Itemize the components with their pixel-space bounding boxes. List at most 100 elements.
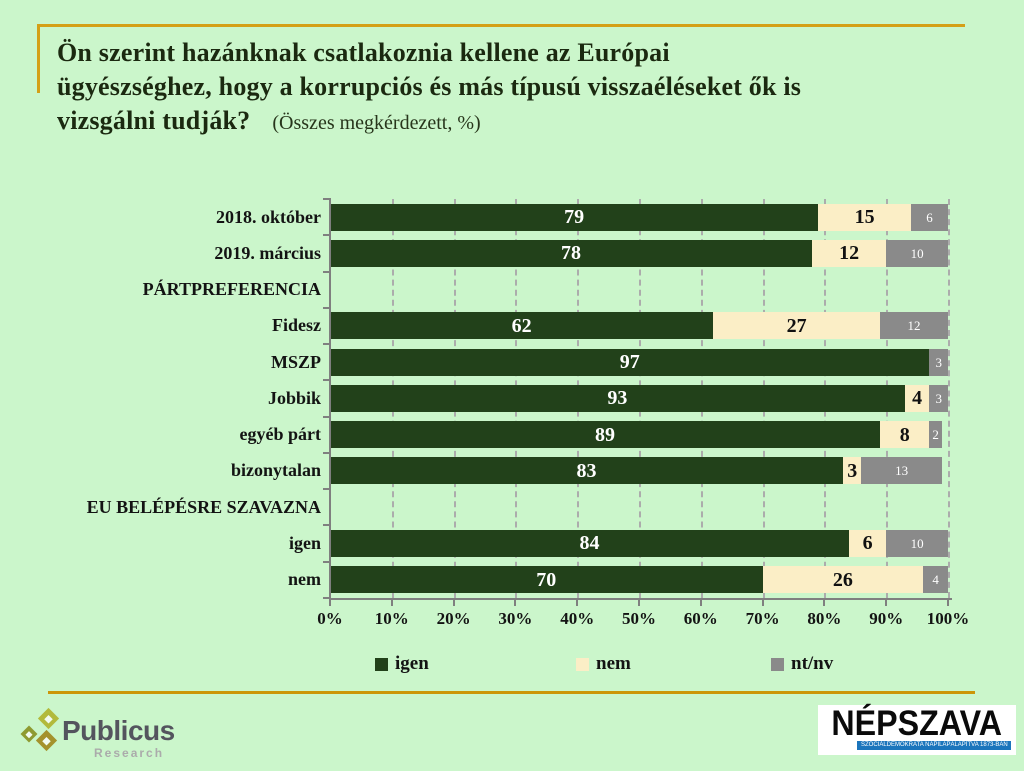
legend-label: nem <box>596 653 631 674</box>
category-label: 2019. március <box>214 242 321 263</box>
nepszava-tagline-left: SZOCIÁLDEMOKRATA NAPILAP <box>861 742 951 748</box>
x-tick-label: 60% <box>683 609 718 628</box>
stacked-bar: 62 27 12 <box>330 312 948 340</box>
category-axis-tick <box>323 198 330 200</box>
bar-track: 78 12 10 <box>330 235 948 271</box>
x-tick-label: 90% <box>869 609 904 628</box>
bar-track: 79 15 6 <box>330 199 948 235</box>
chart-rows: 2018. október 79 15 6 2019. március 78 12 10 PÁR… <box>40 199 948 598</box>
bar-segment-nem: 27 <box>713 312 881 340</box>
category-label: bizonytalan <box>230 460 321 481</box>
x-tick-label: 40% <box>560 609 595 628</box>
page-title-line-2: ügyészséghez, hogy a korrupciós és más t… <box>57 72 802 101</box>
value-axis-line <box>329 598 952 600</box>
chart-data-row: Jobbik 93 4 3 <box>40 380 948 416</box>
category-label: Fidesz <box>272 315 321 336</box>
bar-segment-igen: 62 <box>330 312 714 340</box>
category-axis-line <box>329 198 331 599</box>
category-axis-ticks <box>323 198 330 599</box>
legend-swatch <box>576 657 589 671</box>
legend-label: igen <box>395 653 429 674</box>
x-tick-label: 50% <box>622 609 656 628</box>
value-axis-tick <box>452 600 455 606</box>
bar-value-label: 84 <box>579 532 600 555</box>
x-tick-label: 30% <box>498 609 533 628</box>
bar-track: 89 8 2 <box>330 417 948 453</box>
bar-segment-igen: 78 <box>330 239 813 267</box>
x-tick-label: 100% <box>926 609 970 628</box>
bar-value-label: 3 <box>935 390 942 406</box>
title-subtitle: (Összes megkérdezett, %) <box>272 112 481 134</box>
category-label: EU BELÉPÉSRE SZAVAZNA <box>86 496 321 517</box>
bar-segment-nem: 12 <box>812 239 887 267</box>
legend-item-ntnv: nt/nv <box>771 653 833 675</box>
bar-value-label: 12 <box>839 242 860 265</box>
bar-value-label: 6 <box>926 209 933 225</box>
category-label: nem <box>288 569 321 590</box>
chart-data-row: 2019. március 78 12 10 <box>40 235 948 271</box>
value-axis-tick <box>823 600 826 606</box>
bar-value-label: 2 <box>932 427 939 443</box>
value-axis-tick <box>885 600 888 606</box>
category-label: igen <box>288 533 321 554</box>
category-axis-tick <box>323 234 330 237</box>
bar-track: 83 3 13 <box>330 453 948 489</box>
nepszava-tagline-bar: SZOCIÁLDEMOKRATA NAPILAP ALAPÍTVA 1873-B… <box>857 741 1011 750</box>
bar-segment-igen: 70 <box>330 566 763 594</box>
page-title-line-3: vizsgálni tudják? (Összes megkérdezett, %… <box>57 104 801 140</box>
page-title-line-1: Ön szerint hazánknak csatlakoznia kellen… <box>57 38 670 67</box>
category-axis-tick <box>323 451 330 454</box>
value-axis-tick <box>947 600 949 606</box>
x-tick-label: 10% <box>374 609 409 628</box>
stacked-bar: 79 15 6 <box>330 203 948 231</box>
value-axis-tick <box>699 600 702 606</box>
stacked-bar: 83 3 13 <box>330 457 948 485</box>
bar-value-label: 97 <box>619 351 640 374</box>
bar-value-label: 79 <box>564 206 585 228</box>
bar-value-label: 62 <box>511 314 532 337</box>
bar-track: 70 26 4 <box>330 562 948 598</box>
bar-segment-ntnv: 2 <box>929 421 942 449</box>
chart-section-header-row: PÁRTPREFERENCIA <box>40 272 948 308</box>
value-axis-tick <box>761 600 764 606</box>
bar-segment-ntnv: 6 <box>910 203 948 231</box>
x-tick-label: 70% <box>745 609 780 628</box>
bar-value-label: 78 <box>561 242 582 265</box>
bar-value-label: 10 <box>910 535 924 551</box>
bar-segment-nem: 26 <box>762 566 924 594</box>
bar-value-label: 83 <box>576 459 597 482</box>
bar-value-label: 13 <box>895 463 909 479</box>
value-axis-tick <box>390 600 393 606</box>
legend-item-nem: nem <box>576 653 631 675</box>
stacked-bar: 84 6 10 <box>330 529 948 557</box>
category-axis-tick <box>323 270 330 273</box>
category-axis-tick <box>323 560 330 563</box>
chart-data-row: bizonytalan 83 3 13 <box>40 453 948 489</box>
bar-value-label: 3 <box>935 354 942 370</box>
legend-swatch <box>375 657 388 671</box>
value-axis-tick <box>638 600 640 606</box>
bar-segment-nem: 3 <box>842 457 862 485</box>
chart-data-row: igen 84 6 10 <box>40 525 948 561</box>
bar-value-label: 4 <box>932 572 939 588</box>
diamond-hole <box>42 736 51 745</box>
publicus-logo: Publicus Research <box>16 706 175 764</box>
bar-value-label: 6 <box>862 532 873 555</box>
value-axis-tick <box>576 600 579 606</box>
diamond-hole <box>44 714 53 723</box>
chart-data-row: 2018. október 79 15 6 <box>40 199 948 235</box>
stacked-bar: 70 26 4 <box>330 566 948 594</box>
bar-segment-nem: 15 <box>818 203 911 231</box>
stacked-bar: 89 8 2 <box>330 421 948 449</box>
bar-value-label: 12 <box>907 318 921 334</box>
category-label: MSZP <box>270 351 321 372</box>
nepszava-tagline-right: ALAPÍTVA 1873-BAN <box>950 742 1008 748</box>
bar-value-label: 70 <box>536 568 557 591</box>
bar-segment-ntnv: 12 <box>880 312 948 340</box>
bar-segment-nem: 8 <box>880 421 930 449</box>
stacked-bar: 78 12 10 <box>330 239 948 267</box>
bar-value-label: 4 <box>912 387 923 410</box>
chart-data-row: Fidesz 62 27 12 <box>40 308 948 344</box>
bar-segment-ntnv: 10 <box>886 239 948 267</box>
bar-value-label: 27 <box>786 314 807 337</box>
